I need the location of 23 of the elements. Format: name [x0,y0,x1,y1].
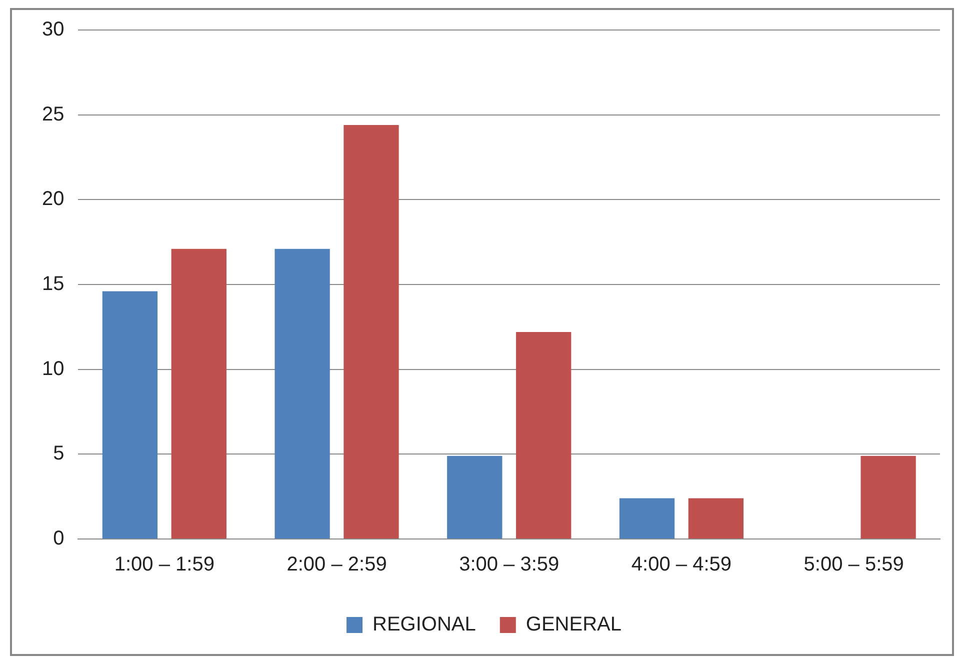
bar [619,498,675,538]
bar [860,456,916,538]
bar [688,498,744,538]
x-tick-label: 5:00 – 5:59 [804,554,904,576]
y-tick-label: 5 [53,442,64,465]
bar [344,125,399,538]
legend-label: REGIONAL [372,614,476,636]
x-tick-label: 2:00 – 2:59 [286,554,387,576]
x-tick-label: 1:00 – 1:59 [114,554,214,576]
bar [102,291,158,538]
y-tick-label: 10 [42,358,64,380]
y-tick-label: 15 [42,273,64,296]
y-tick-label: 20 [42,188,64,210]
x-tick-label: 3:00 – 3:59 [459,554,560,576]
y-tick-label: 30 [42,18,64,41]
y-tick-label: 0 [53,528,64,550]
bar [274,248,330,538]
y-tick-label: 25 [42,103,64,126]
legend-label: GENERAL [526,614,622,636]
x-tick-label: 4:00 – 4:59 [631,554,732,576]
bar [516,332,572,538]
bar [171,248,226,538]
bar [447,456,502,538]
